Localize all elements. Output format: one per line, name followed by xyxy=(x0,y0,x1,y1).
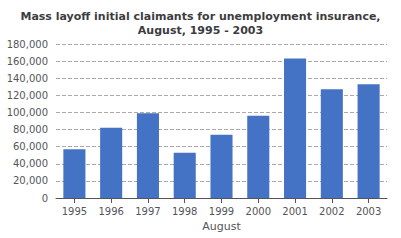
svg-text:1997: 1997 xyxy=(135,206,160,217)
svg-text:140,000: 140,000 xyxy=(7,73,48,84)
svg-text:20,000: 20,000 xyxy=(13,175,48,186)
svg-text:180,000: 180,000 xyxy=(7,39,48,50)
svg-text:2002: 2002 xyxy=(319,206,344,217)
svg-text:August, 1995 - 2003: August, 1995 - 2003 xyxy=(138,24,263,37)
svg-text:1996: 1996 xyxy=(98,206,123,217)
svg-text:1995: 1995 xyxy=(62,206,87,217)
svg-text:1999: 1999 xyxy=(209,206,234,217)
svg-text:40,000: 40,000 xyxy=(13,158,48,169)
svg-text:100,000: 100,000 xyxy=(7,107,48,118)
svg-text:80,000: 80,000 xyxy=(13,124,48,135)
svg-text:Mass layoff initial claimants: Mass layoff initial claimants for unempl… xyxy=(20,10,380,23)
svg-text:2001: 2001 xyxy=(282,206,307,217)
svg-text:1998: 1998 xyxy=(172,206,197,217)
svg-text:60,000: 60,000 xyxy=(13,141,48,152)
svg-text:160,000: 160,000 xyxy=(7,56,48,67)
svg-text:120,000: 120,000 xyxy=(7,90,48,101)
svg-text:2003: 2003 xyxy=(356,206,381,217)
svg-text:2000: 2000 xyxy=(246,206,271,217)
svg-text:August: August xyxy=(202,220,241,233)
svg-text:0: 0 xyxy=(42,193,48,204)
